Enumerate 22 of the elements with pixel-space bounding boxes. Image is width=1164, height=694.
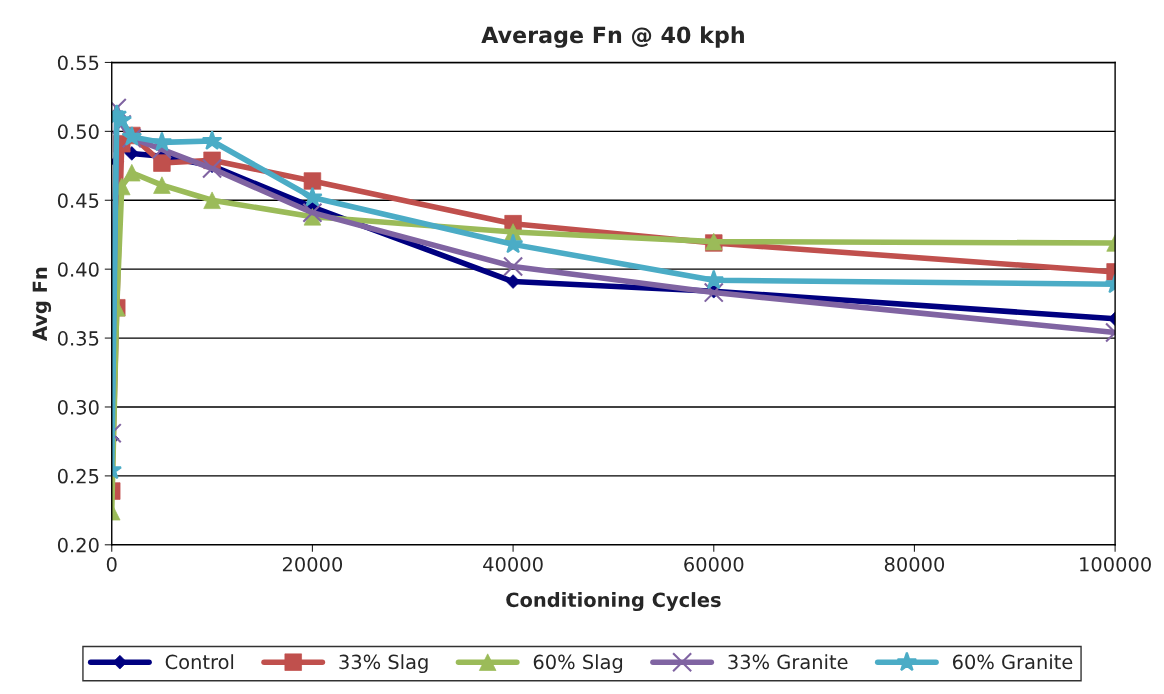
y-tick-label: 0.45	[57, 193, 99, 208]
legend-label: 33% Slag	[339, 654, 428, 674]
x-tick-label: 20000	[282, 556, 343, 572]
y-tick-label: 0.40	[57, 262, 99, 277]
legend-label: 60% Granite	[952, 654, 1073, 670]
x-tick-label: 60000	[684, 556, 744, 572]
y-tick-label: 0.30	[57, 399, 99, 415]
y-tick-label: 0.50	[57, 124, 99, 140]
x-tick-label: 80000	[884, 556, 945, 572]
y-axis-title: Avg Fn	[32, 267, 52, 341]
x-tick-label: 100000	[1080, 556, 1151, 572]
legend-label: 60% Slag	[533, 654, 623, 674]
x-axis-title: Conditioning Cycles	[506, 592, 721, 612]
y-tick-label: 0.55	[57, 55, 99, 71]
legend-label: Control	[165, 654, 234, 670]
chart-title: Average Fn @ 40 kph	[481, 26, 744, 48]
y-tick-label: 0.35	[57, 331, 99, 346]
y-tick-label: 0.25	[57, 468, 99, 484]
x-tick-label: 0	[106, 556, 117, 572]
y-tick-label: 0.20	[57, 537, 99, 553]
x-tick-label: 40000	[483, 556, 543, 572]
legend-label: 33% Granite	[728, 654, 848, 670]
